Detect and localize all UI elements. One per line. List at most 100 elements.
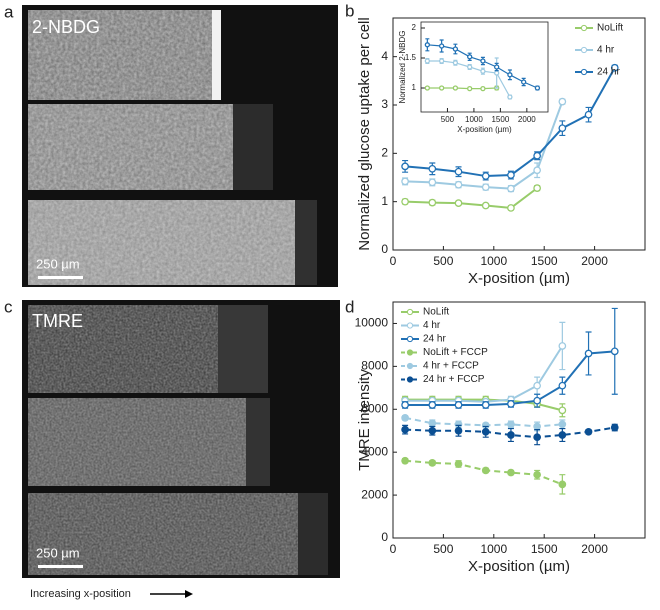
marker	[584, 427, 593, 436]
y-tick-label: 8000	[361, 359, 388, 373]
y-tick-label: 2	[412, 23, 417, 32]
marker	[438, 58, 445, 64]
legend-label: 24 hr	[423, 334, 446, 345]
marker	[507, 94, 513, 100]
image-panel-a	[22, 5, 338, 287]
marker	[507, 468, 515, 477]
legend-label: 4 hr + FCCP	[423, 361, 479, 372]
x-tick-label: 2000	[581, 254, 608, 268]
marker	[454, 401, 463, 409]
marker	[533, 433, 541, 442]
marker	[534, 85, 541, 91]
marker	[401, 197, 409, 206]
marker	[454, 199, 463, 207]
x-tick-label: 1000	[480, 254, 507, 268]
x-tick-label: 1000	[465, 115, 483, 124]
marker	[558, 420, 567, 429]
legend-marker	[580, 68, 588, 76]
legend-label: 24 hr	[597, 67, 620, 78]
x-tick-label: 0	[390, 254, 397, 268]
marker	[428, 198, 437, 207]
scale-bar-label: 250 µm	[36, 256, 80, 271]
marker	[507, 171, 515, 179]
y-tick-label: 0	[381, 242, 388, 256]
arrow	[150, 590, 193, 598]
x-tick-label: 1000	[480, 542, 507, 556]
y-tick-label: 3	[381, 97, 388, 111]
x-tick-label: 500	[433, 542, 453, 556]
marker	[480, 68, 486, 74]
marker	[558, 342, 567, 350]
x-tick-label: 1500	[491, 115, 509, 124]
legend-marker	[406, 322, 414, 329]
y-tick-label: 1	[381, 194, 388, 208]
marker	[494, 64, 500, 70]
marker	[584, 349, 593, 358]
panel-letter: d	[345, 297, 354, 316]
chart: 0 500 1000 1500 2000 0 2000 4000 6000 8000 10000 X-…	[355, 301, 646, 575]
legend-label: 4 hr	[597, 45, 615, 56]
marker	[454, 167, 463, 176]
legend-label: 4 hr	[423, 320, 441, 331]
marker	[521, 79, 527, 85]
inset-chart: 500 1000 1500 2000 1 1.5 2 X-position (µm) Norma…	[398, 21, 549, 134]
marker	[558, 406, 567, 415]
panel-letter: a	[4, 2, 14, 21]
marker	[480, 85, 486, 92]
marker	[428, 164, 437, 173]
panel-letter: b	[345, 1, 354, 20]
x-axis-label: X-position (µm)	[468, 558, 570, 575]
marker	[558, 381, 567, 390]
legend-label: NoLift + FCCP	[423, 347, 488, 358]
y-axis-label: TMRE intensity	[356, 369, 373, 471]
legend-marker	[406, 376, 414, 383]
marker	[533, 381, 541, 390]
marker	[507, 204, 515, 212]
marker	[481, 401, 490, 409]
marker	[558, 97, 567, 106]
marker	[428, 419, 437, 428]
marker	[558, 431, 567, 439]
marker	[558, 124, 567, 133]
marker	[610, 63, 619, 72]
marker	[533, 470, 541, 479]
x-tick-label: 1500	[531, 254, 558, 268]
marker	[467, 54, 473, 60]
marker	[401, 401, 409, 409]
marker	[584, 110, 593, 119]
y-tick-label: 1.5	[405, 53, 417, 62]
marker	[438, 43, 445, 49]
x-axis-label: X-position (µm)	[468, 270, 570, 287]
legend-label: NoLift	[423, 307, 449, 318]
x-tick-label: 500	[441, 115, 455, 124]
marker	[507, 184, 515, 193]
y-axis-label: Normalized glucose uptake per cell	[356, 17, 373, 250]
y-tick-label: 4000	[361, 444, 388, 458]
marker	[533, 184, 541, 192]
scale-bar-label: 250 µm	[36, 545, 80, 560]
x-tick-label: 500	[433, 254, 453, 268]
image-panel-c	[22, 300, 340, 578]
marker	[533, 166, 541, 175]
series-line	[427, 87, 497, 90]
marker	[401, 456, 409, 465]
image-label: 2-NBDG	[32, 17, 100, 37]
x-tick-label: 0	[390, 542, 397, 556]
y-tick-label: 2	[381, 146, 388, 160]
series-line	[405, 187, 538, 209]
legend-marker	[406, 308, 414, 316]
y-tick-label: 4	[381, 49, 388, 63]
marker	[480, 58, 486, 64]
marker	[507, 72, 513, 78]
marker	[452, 60, 459, 66]
marker	[454, 460, 463, 468]
marker	[401, 162, 409, 171]
x-tick-label: 2000	[518, 115, 536, 124]
y-tick-label: 10000	[355, 316, 389, 330]
marker	[424, 85, 431, 91]
y-tick-label: 2000	[361, 487, 388, 501]
legend-label: NoLift	[597, 23, 623, 34]
x-axis-label: X-position (µm)	[457, 125, 512, 134]
marker	[610, 347, 619, 356]
